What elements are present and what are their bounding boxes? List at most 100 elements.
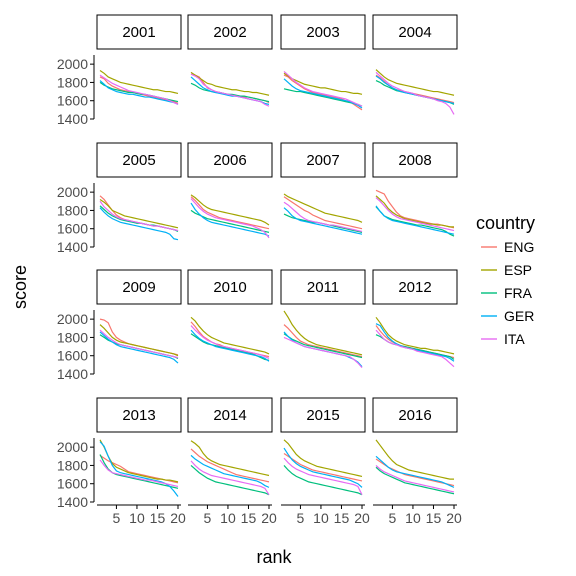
legend-item-ita: ITA xyxy=(481,331,525,347)
strip-label: 2012 xyxy=(398,279,431,296)
x-tick-label: 20 xyxy=(354,510,370,526)
strip-box xyxy=(187,397,273,433)
x-tick-label: 15 xyxy=(334,510,350,526)
panel-2014: 2014 5 10 15 20 xyxy=(187,397,277,526)
y-tick-label: 2000 xyxy=(57,439,88,455)
series-ger-line xyxy=(283,207,363,235)
x-tick-label: 15 xyxy=(150,510,166,526)
series-esp-line xyxy=(283,72,363,95)
series-ita-line xyxy=(190,460,270,496)
strip-label: 2007 xyxy=(306,152,339,169)
y-tick-label: 1400 xyxy=(57,111,88,127)
panel-2012: 2012 xyxy=(372,269,458,368)
series-esp-line xyxy=(190,316,270,355)
series-ger-line xyxy=(283,78,363,109)
series-ita-line xyxy=(283,71,363,107)
panel-2009: 2009 1400 1600 1800 2000 xyxy=(57,269,182,382)
series-ger-line xyxy=(99,207,179,241)
panel-2003: 2003 xyxy=(280,14,366,111)
legend-label: ESP xyxy=(504,262,532,278)
series-ger-line xyxy=(99,331,179,364)
strip-label: 2001 xyxy=(122,24,155,41)
y-tick-label: 1600 xyxy=(57,476,88,492)
y-tick-label: 1800 xyxy=(57,202,88,218)
strip-label: 2004 xyxy=(398,24,431,41)
series-esp-line xyxy=(99,198,179,229)
strip-label: 2011 xyxy=(307,279,339,296)
series-ita-line xyxy=(375,464,455,493)
legend-label: FRA xyxy=(504,285,533,301)
series-ita-line xyxy=(190,198,270,239)
strip-box xyxy=(96,14,182,50)
strip-box xyxy=(280,14,366,50)
series-fra-line xyxy=(375,206,455,237)
series-ger-line xyxy=(375,323,455,362)
strip-box xyxy=(372,14,458,50)
strip-box xyxy=(187,14,273,50)
legend-item-esp: ESP xyxy=(481,262,532,278)
legend-label: GER xyxy=(504,308,534,324)
series-ita-line xyxy=(99,459,179,488)
series-ita-line xyxy=(190,325,270,360)
series-ita-line xyxy=(375,71,455,115)
strip-label: 2002 xyxy=(213,24,246,41)
x-tick-label: 5 xyxy=(204,510,212,526)
series-fra-line xyxy=(283,333,363,359)
x-tick-label: 5 xyxy=(297,510,305,526)
y-tick-label: 1600 xyxy=(57,221,88,237)
x-axis-title: rank xyxy=(256,547,292,567)
strip-box xyxy=(96,397,182,433)
y-axis-title: score xyxy=(10,265,30,309)
series-esp-line xyxy=(283,439,363,477)
strip-box xyxy=(96,269,182,305)
panel-2008: 2008 xyxy=(372,142,458,237)
panel-2011: 2011 xyxy=(280,269,366,369)
strip-label: 2006 xyxy=(213,152,246,169)
strip-box xyxy=(187,142,273,178)
series-eng-line xyxy=(283,196,363,230)
panel-2001: 2001 1400 1600 1800 2000 xyxy=(57,14,182,127)
strip-label: 2015 xyxy=(306,407,339,424)
y-tick-label: 2000 xyxy=(57,184,88,200)
x-tick-label: 15 xyxy=(426,510,442,526)
strip-box xyxy=(280,269,366,305)
series-ger-line xyxy=(375,455,455,488)
x-tick-label: 10 xyxy=(129,510,145,526)
x-tick-label: 20 xyxy=(446,510,462,526)
series-esp-line xyxy=(190,440,270,477)
strip-box xyxy=(280,142,366,178)
series-ger-line xyxy=(99,441,179,497)
series-esp-line xyxy=(375,195,454,228)
strip-box xyxy=(372,269,458,305)
series-fra-line xyxy=(283,88,363,107)
panel-2002: 2002 xyxy=(187,14,273,107)
y-tick-label: 1600 xyxy=(57,93,88,109)
series-fra-line xyxy=(190,464,270,496)
series-ita-line xyxy=(375,329,455,368)
strip-label: 2009 xyxy=(122,279,155,296)
strip-label: 2013 xyxy=(122,407,155,424)
strip-box xyxy=(187,269,273,305)
legend-title: country xyxy=(476,213,535,233)
x-tick-label: 10 xyxy=(313,510,329,526)
x-tick-label: 5 xyxy=(113,510,121,526)
series-ger-line xyxy=(375,205,455,235)
panel-2016: 2016 5 10 15 20 xyxy=(372,397,462,526)
y-tick-label: 1800 xyxy=(57,74,88,90)
strip-box xyxy=(372,397,458,433)
y-tick-label: 1400 xyxy=(57,494,88,510)
series-ita-line xyxy=(190,73,270,107)
series-esp-line xyxy=(99,70,179,94)
series-esp-line xyxy=(190,194,270,226)
series-fra-line xyxy=(190,209,270,233)
legend-item-eng: ENG xyxy=(481,239,534,255)
y-tick-label: 2000 xyxy=(57,56,88,72)
series-esp-line xyxy=(283,193,363,223)
panel-2005: 2005 1400 1600 1800 2000 xyxy=(57,142,182,255)
series-esp-line xyxy=(375,69,455,96)
series-esp-line xyxy=(190,71,270,96)
series-ger-line xyxy=(190,329,270,362)
series-eng-line xyxy=(190,196,270,230)
y-tick-label: 2000 xyxy=(57,311,88,327)
series-eng-line xyxy=(190,73,270,104)
